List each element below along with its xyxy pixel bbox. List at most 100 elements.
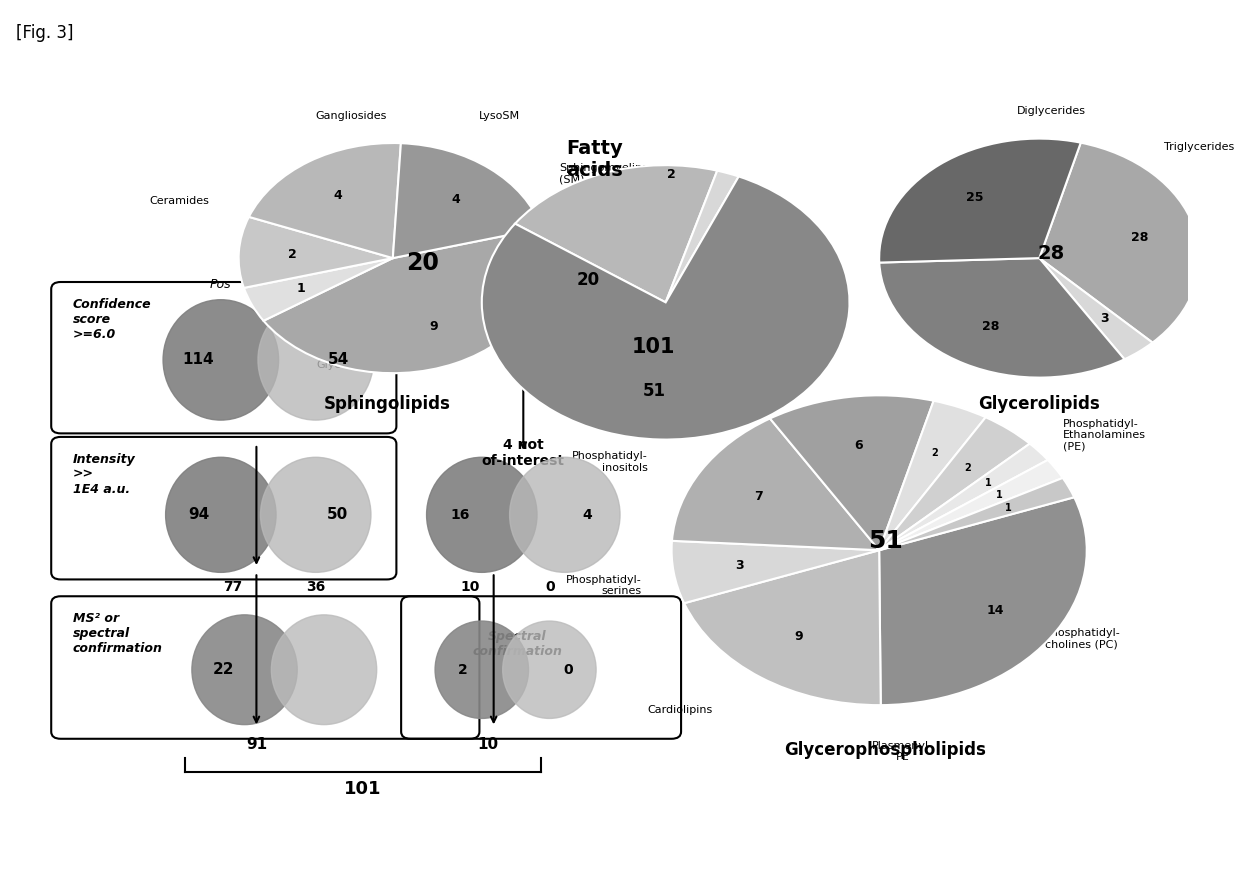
Text: Gangliosides: Gangliosides xyxy=(316,111,387,121)
Text: 28: 28 xyxy=(982,321,999,333)
Wedge shape xyxy=(1039,143,1199,343)
Text: 51: 51 xyxy=(642,382,666,400)
Text: Plasmenyl-
PE: Plasmenyl- PE xyxy=(872,741,934,762)
Ellipse shape xyxy=(164,300,279,420)
Text: 36: 36 xyxy=(306,581,325,594)
Ellipse shape xyxy=(166,457,277,573)
Ellipse shape xyxy=(260,457,371,573)
Text: 7: 7 xyxy=(754,489,763,503)
Wedge shape xyxy=(672,541,879,603)
Text: 4: 4 xyxy=(582,508,591,522)
Wedge shape xyxy=(879,139,1081,263)
Wedge shape xyxy=(770,395,934,551)
Text: MS² or
spectral
confirmation: MS² or spectral confirmation xyxy=(73,612,162,655)
Text: 2: 2 xyxy=(459,662,467,677)
Text: 94: 94 xyxy=(188,507,210,522)
Text: 101: 101 xyxy=(345,780,382,797)
Text: 4 not
of-interest: 4 not of-interest xyxy=(482,438,564,468)
Wedge shape xyxy=(684,551,880,705)
Text: 2: 2 xyxy=(667,168,676,180)
Ellipse shape xyxy=(435,621,528,718)
Text: 2: 2 xyxy=(963,463,971,473)
Text: 91: 91 xyxy=(246,737,267,752)
Text: Neg: Neg xyxy=(304,278,329,291)
Text: 4: 4 xyxy=(451,194,460,207)
Text: 1: 1 xyxy=(1004,503,1012,512)
Wedge shape xyxy=(879,460,1063,551)
Text: 10: 10 xyxy=(460,581,480,594)
Wedge shape xyxy=(238,217,393,288)
Text: Glycosphingolipids: Glycosphingolipids xyxy=(317,360,422,370)
Text: 4: 4 xyxy=(334,189,342,202)
Text: 28: 28 xyxy=(1131,232,1148,244)
Text: Triglycerides: Triglycerides xyxy=(1164,142,1234,153)
Text: 50: 50 xyxy=(327,507,348,522)
Text: Glycerolipids: Glycerolipids xyxy=(978,395,1100,413)
Wedge shape xyxy=(393,143,542,258)
Text: 0: 0 xyxy=(563,662,573,677)
Text: [Fig. 3]: [Fig. 3] xyxy=(16,23,73,42)
Text: Diglycerides: Diglycerides xyxy=(1017,107,1086,116)
Wedge shape xyxy=(879,478,1074,551)
Text: Phosphatidyl-
Ethanolamines
(PE): Phosphatidyl- Ethanolamines (PE) xyxy=(1063,418,1146,452)
Wedge shape xyxy=(482,177,849,440)
Ellipse shape xyxy=(427,457,537,573)
Wedge shape xyxy=(879,258,1125,377)
Text: 1: 1 xyxy=(996,490,1003,500)
Text: Cardiolipins: Cardiolipins xyxy=(647,704,713,715)
Ellipse shape xyxy=(272,614,377,725)
Text: LysoSM: LysoSM xyxy=(479,111,520,121)
Text: Fatty
acids: Fatty acids xyxy=(567,139,622,179)
Text: 1: 1 xyxy=(296,282,305,295)
Text: 114: 114 xyxy=(182,353,213,368)
Wedge shape xyxy=(515,165,717,303)
Text: 16: 16 xyxy=(450,508,470,522)
Text: Phosphatidyl-
inositols: Phosphatidyl- inositols xyxy=(572,451,647,472)
Text: 9: 9 xyxy=(795,630,804,643)
Text: Ceramides: Ceramides xyxy=(149,195,210,205)
Text: 22: 22 xyxy=(213,662,234,678)
Wedge shape xyxy=(879,444,1048,551)
Text: 77: 77 xyxy=(223,581,242,594)
Text: 3: 3 xyxy=(1100,313,1109,325)
Text: Spectral
confirmation: Spectral confirmation xyxy=(472,630,562,658)
Wedge shape xyxy=(244,258,393,321)
Text: 2: 2 xyxy=(289,248,298,261)
Text: 0: 0 xyxy=(546,581,556,594)
Text: Sphingolipids: Sphingolipids xyxy=(324,395,450,413)
Text: 10: 10 xyxy=(477,737,498,752)
Text: Confidence
score
>=6.0: Confidence score >=6.0 xyxy=(73,298,151,341)
Wedge shape xyxy=(672,418,879,551)
Text: Glycerophospholipids: Glycerophospholipids xyxy=(784,741,986,758)
Text: 20: 20 xyxy=(405,250,439,274)
Text: 20: 20 xyxy=(577,271,600,289)
Text: Phosphatidyl-
serines: Phosphatidyl- serines xyxy=(567,575,642,597)
Wedge shape xyxy=(879,400,986,551)
Text: 28: 28 xyxy=(1038,244,1065,263)
Wedge shape xyxy=(879,417,1029,551)
Text: Intensity
>>
1E4 a.u.: Intensity >> 1E4 a.u. xyxy=(73,453,135,496)
Text: Sphingomyelins
(SM): Sphingomyelins (SM) xyxy=(559,163,647,185)
Text: Lyso PE: Lyso PE xyxy=(683,373,725,383)
Text: 14: 14 xyxy=(986,604,1004,617)
Ellipse shape xyxy=(510,457,620,573)
Wedge shape xyxy=(249,143,401,258)
Ellipse shape xyxy=(502,621,596,718)
Text: 3: 3 xyxy=(735,559,744,572)
Text: Pos: Pos xyxy=(210,278,232,291)
Text: 101: 101 xyxy=(632,337,676,357)
Ellipse shape xyxy=(192,614,298,725)
Text: 25: 25 xyxy=(966,191,983,204)
Text: 54: 54 xyxy=(329,353,350,368)
Wedge shape xyxy=(1039,258,1152,360)
Text: 9: 9 xyxy=(429,320,438,333)
Wedge shape xyxy=(264,228,547,373)
Text: 6: 6 xyxy=(854,440,863,453)
Text: 1: 1 xyxy=(985,478,991,488)
Ellipse shape xyxy=(258,300,373,420)
Wedge shape xyxy=(879,497,1086,705)
Wedge shape xyxy=(666,170,739,303)
Text: 2: 2 xyxy=(931,448,937,458)
Text: Phosphatidyl-
cholines (PC): Phosphatidyl- cholines (PC) xyxy=(1045,628,1121,649)
Text: 51: 51 xyxy=(868,529,903,553)
